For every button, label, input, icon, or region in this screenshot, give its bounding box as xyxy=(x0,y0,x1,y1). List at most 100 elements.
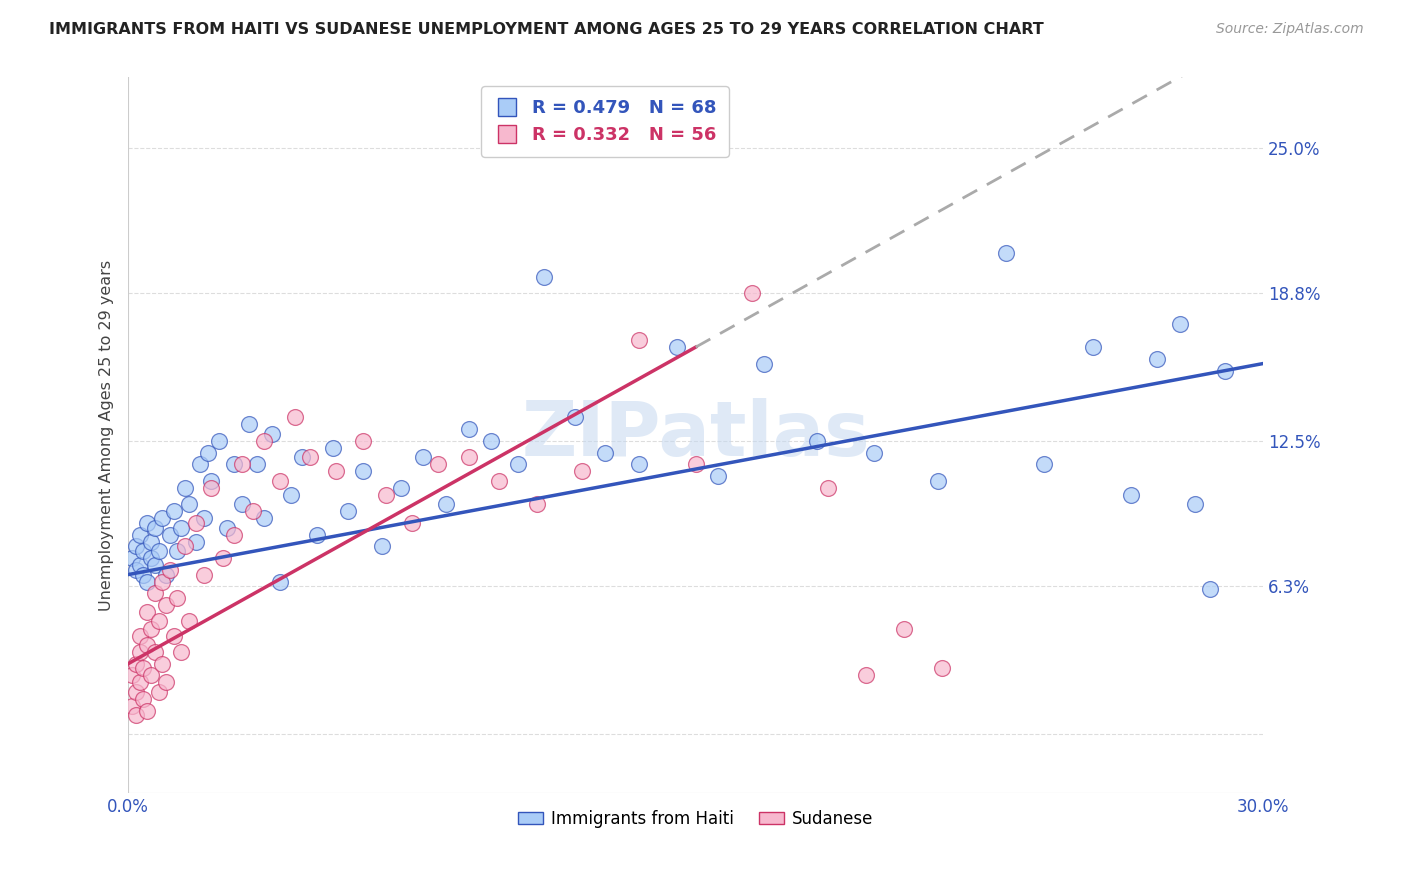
Point xyxy=(174,540,197,554)
Point xyxy=(1081,340,1104,354)
Point xyxy=(1215,363,1237,377)
Point xyxy=(571,464,593,478)
Point xyxy=(434,497,457,511)
Point xyxy=(307,527,329,541)
Point xyxy=(215,521,238,535)
Point xyxy=(170,521,193,535)
Point xyxy=(143,586,166,600)
Point xyxy=(143,645,166,659)
Point xyxy=(125,708,148,723)
Point xyxy=(125,563,148,577)
Point xyxy=(1146,351,1168,366)
Point xyxy=(242,504,264,518)
Point xyxy=(260,426,283,441)
Point xyxy=(707,469,730,483)
Point xyxy=(132,544,155,558)
Point xyxy=(322,441,344,455)
Point xyxy=(136,574,159,589)
Point xyxy=(427,458,450,472)
Point xyxy=(155,567,177,582)
Point xyxy=(128,628,150,642)
Point xyxy=(121,668,143,682)
Point xyxy=(143,521,166,535)
Point xyxy=(148,615,170,629)
Y-axis label: Unemployment Among Ages 25 to 29 years: Unemployment Among Ages 25 to 29 years xyxy=(100,260,114,611)
Point xyxy=(336,504,359,518)
Point xyxy=(159,527,181,541)
Point xyxy=(806,434,828,448)
Point xyxy=(280,488,302,502)
Point xyxy=(893,622,915,636)
Point xyxy=(370,540,392,554)
Point xyxy=(177,497,200,511)
Point xyxy=(269,474,291,488)
Point xyxy=(166,544,188,558)
Point xyxy=(121,551,143,566)
Point xyxy=(231,458,253,472)
Point xyxy=(246,458,269,472)
Point xyxy=(665,340,688,354)
Point xyxy=(253,434,276,448)
Point xyxy=(526,497,548,511)
Point xyxy=(253,511,276,525)
Point xyxy=(506,458,529,472)
Point xyxy=(389,481,412,495)
Legend: Immigrants from Haiti, Sudanese: Immigrants from Haiti, Sudanese xyxy=(512,803,880,834)
Point xyxy=(817,481,839,495)
Point xyxy=(136,605,159,619)
Point xyxy=(457,450,479,465)
Point xyxy=(186,534,208,549)
Point xyxy=(139,622,162,636)
Point xyxy=(488,474,510,488)
Point xyxy=(125,540,148,554)
Point xyxy=(752,357,775,371)
Point xyxy=(132,661,155,675)
Point xyxy=(284,410,307,425)
Point xyxy=(159,563,181,577)
Point xyxy=(132,691,155,706)
Point xyxy=(1199,582,1222,596)
Point xyxy=(166,591,188,605)
Point xyxy=(132,567,155,582)
Point xyxy=(564,410,586,425)
Point xyxy=(231,497,253,511)
Point xyxy=(200,481,222,495)
Point xyxy=(374,488,396,502)
Point xyxy=(533,269,555,284)
Point xyxy=(125,685,148,699)
Point xyxy=(148,544,170,558)
Point xyxy=(148,685,170,699)
Point xyxy=(136,704,159,718)
Point xyxy=(481,434,503,448)
Point xyxy=(352,464,374,478)
Text: IMMIGRANTS FROM HAITI VS SUDANESE UNEMPLOYMENT AMONG AGES 25 TO 29 YEARS CORRELA: IMMIGRANTS FROM HAITI VS SUDANESE UNEMPL… xyxy=(49,22,1045,37)
Point xyxy=(193,567,215,582)
Point xyxy=(174,481,197,495)
Point xyxy=(155,598,177,612)
Point xyxy=(238,417,260,432)
Point xyxy=(298,450,321,465)
Text: ZIPatlas: ZIPatlas xyxy=(522,398,870,472)
Point xyxy=(627,458,650,472)
Point xyxy=(741,286,763,301)
Point xyxy=(163,628,186,642)
Point xyxy=(128,558,150,573)
Point xyxy=(150,657,173,671)
Point xyxy=(291,450,314,465)
Point xyxy=(139,534,162,549)
Point xyxy=(224,527,246,541)
Point xyxy=(197,445,219,459)
Point xyxy=(128,675,150,690)
Point xyxy=(177,615,200,629)
Point xyxy=(208,434,231,448)
Point xyxy=(186,516,208,530)
Point xyxy=(412,450,434,465)
Point xyxy=(927,474,949,488)
Point xyxy=(136,638,159,652)
Point xyxy=(1184,497,1206,511)
Point xyxy=(855,668,877,682)
Point xyxy=(136,516,159,530)
Point xyxy=(211,551,233,566)
Point xyxy=(128,645,150,659)
Point xyxy=(862,445,884,459)
